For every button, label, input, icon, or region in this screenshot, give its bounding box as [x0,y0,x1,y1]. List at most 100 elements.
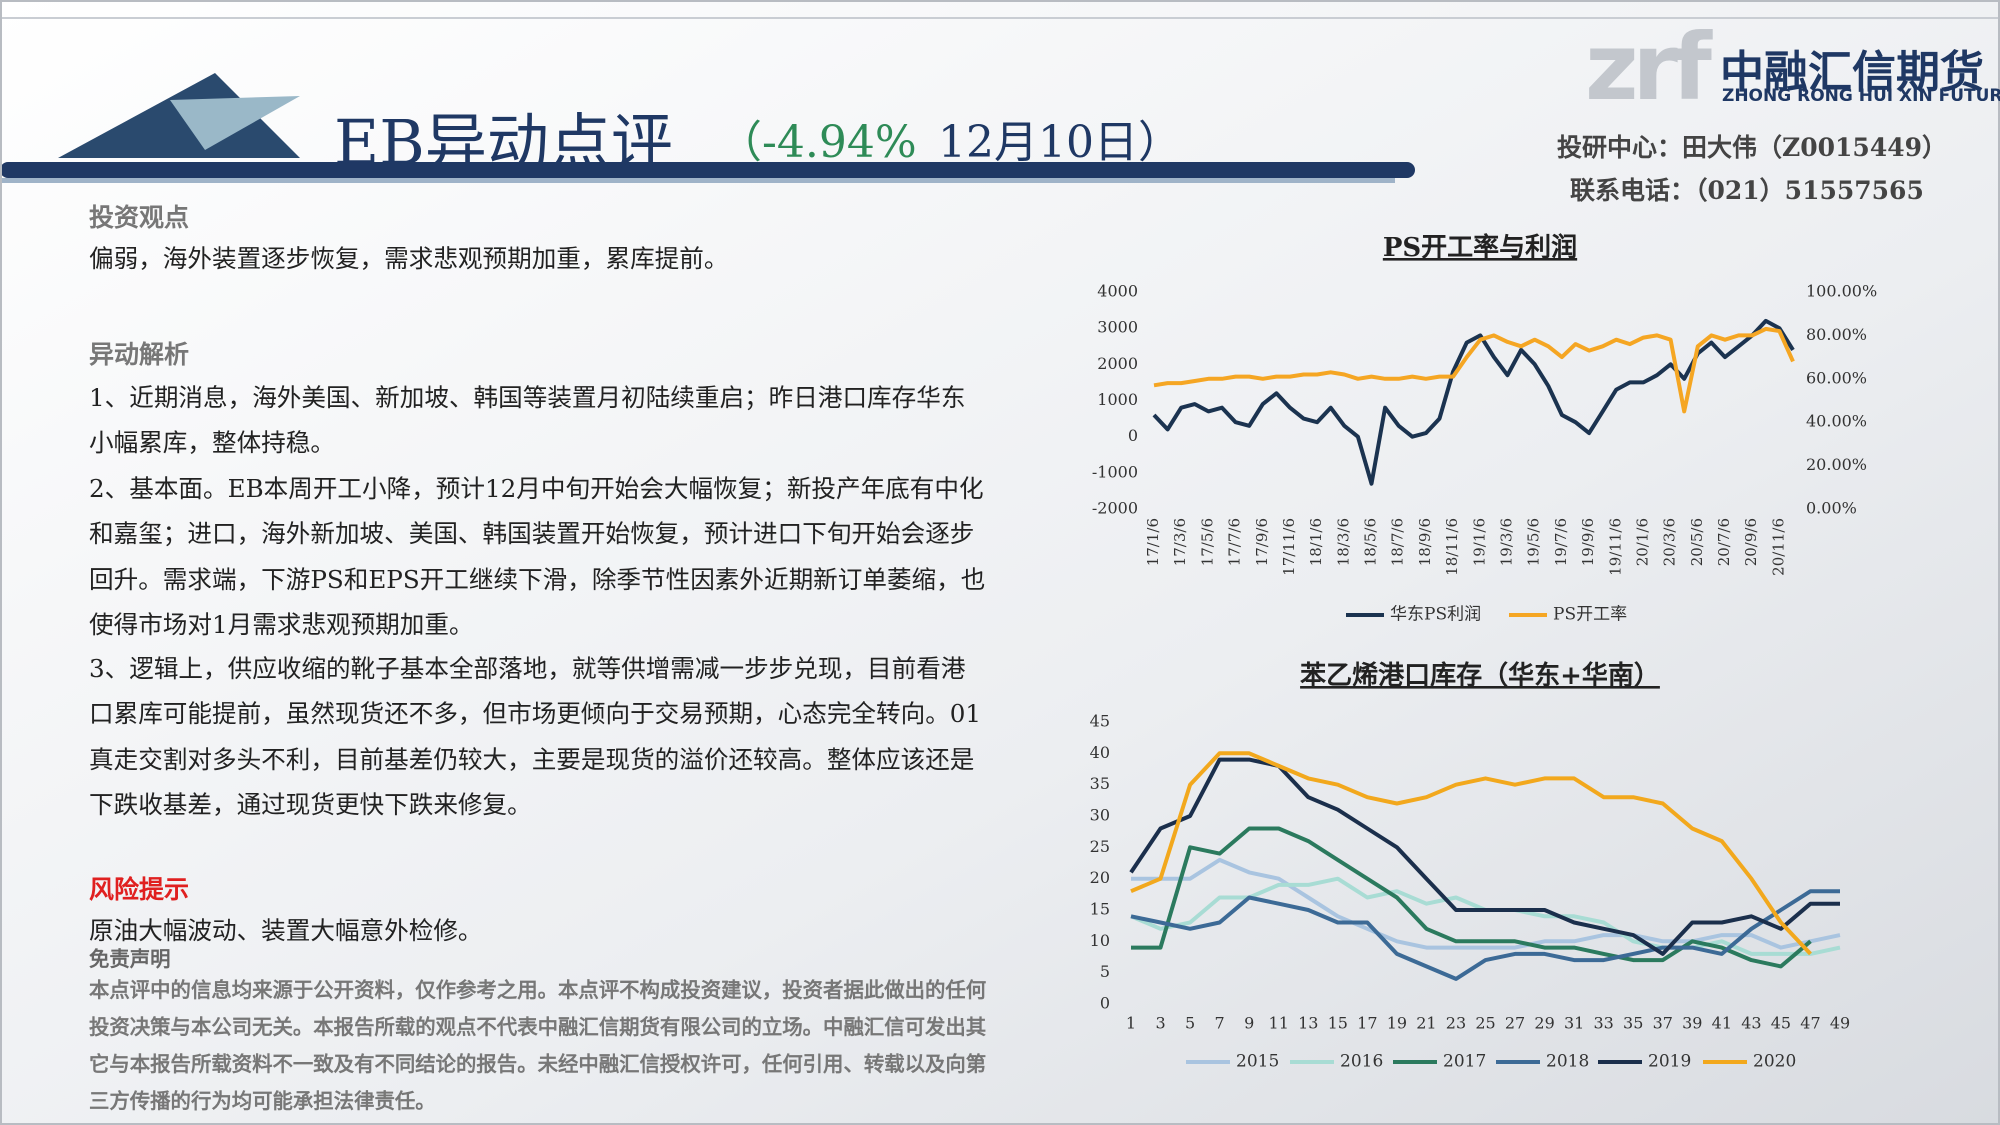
section-heading: 投资观点 [89,203,190,232]
y-tick-label: 0 [1128,426,1138,445]
legend-label: 2020 [1753,1052,1796,1072]
x-tick-label: 17/11/6 [1280,518,1298,576]
x-tick-label: 41 [1712,1014,1732,1033]
x-tick-label: 17 [1357,1014,1377,1033]
company-en: ZHONG RONG HUI XIN FUTURES [1722,86,2000,106]
logo-mark: zrf [1585,14,1712,121]
x-tick-label: 18/11/6 [1443,518,1461,576]
series-line [1131,826,1812,969]
x-tick-label: 17/3/6 [1171,518,1189,566]
paragraph: 1、近期消息，海外美国、新加坡、韩国等装置月初陆续重启；昨日港口库存华东小幅累库… [89,383,966,458]
x-tick-label: 1 [1126,1014,1136,1033]
x-tick-label: 19/11/6 [1606,518,1624,576]
legend-label: 2015 [1236,1052,1279,1072]
disclaimer: 本点评中的信息均来源于公开资料，仅作参考之用。本点评不构成投资建议，投资者据此做… [89,978,987,1113]
x-tick-label: 17/1/6 [1144,518,1162,566]
x-tick-label: 47 [1800,1014,1820,1033]
y-tick-label: 10 [1090,931,1110,950]
paragraph: 3、逻辑上，供应收缩的靴子基本全部落地，就等供增需减一步步兑现，目前看港口累库可… [89,654,982,819]
x-tick-label: 17/9/6 [1253,518,1271,566]
x-tick-label: 49 [1830,1014,1850,1033]
x-tick-label: 25 [1475,1014,1495,1033]
series-line [1153,326,1795,414]
x-tick-label: 15 [1328,1014,1348,1033]
x-tick-label: 33 [1593,1014,1613,1033]
y2-tick-label: 0.00% [1806,499,1857,518]
x-tick-label: 45 [1771,1014,1791,1033]
y-tick-label: 40 [1090,743,1110,762]
x-tick-label: 43 [1741,1014,1761,1033]
chart-title: PS开工率与利润 [1383,232,1577,263]
x-tick-label: 19/9/6 [1579,518,1597,566]
y-tick-label: -2000 [1092,499,1138,518]
date: 12月10日） [938,117,1182,168]
y2-tick-label: 60.00% [1806,368,1867,387]
x-tick-label: 19/1/6 [1470,518,1488,566]
series-line [1131,857,1841,950]
x-tick-label: 9 [1244,1014,1254,1033]
legend-label: PS开工率 [1553,605,1627,625]
y-tick-label: 1000 [1097,390,1138,409]
chart-title: 苯乙烯港口库存（华东+华南） [1299,660,1660,691]
company: 中融汇信期货 [1720,47,1984,98]
y2-tick-label: 20.00% [1806,455,1867,474]
x-tick-label: 17/5/6 [1198,518,1216,566]
y2-tick-label: 100.00% [1806,282,1877,301]
y-tick-label: 25 [1090,837,1110,856]
x-tick-label: 11 [1269,1014,1289,1033]
change: （-4.94% [718,117,917,168]
paragraph: 原油大幅波动、装置大幅意外检修。 [89,916,483,945]
x-tick-label: 7 [1215,1014,1225,1033]
y-tick-label: 5 [1100,962,1110,981]
y-tick-label: 20 [1090,868,1110,887]
x-tick-label: 19/7/6 [1552,518,1570,566]
x-tick-label: 27 [1505,1014,1525,1033]
x-tick-label: 18/1/6 [1307,518,1325,566]
y2-tick-label: 40.00% [1806,412,1867,431]
series-line [1130,889,1840,981]
x-tick-label: 20/7/6 [1715,518,1733,566]
x-tick-label: 18/7/6 [1389,518,1407,566]
x-tick-label: 18/3/6 [1334,518,1352,566]
y-tick-label: 15 [1090,900,1110,919]
legend-label: 2017 [1443,1052,1486,1072]
x-tick-label: 19/3/6 [1497,518,1515,566]
y2-tick-label: 80.00% [1806,325,1867,344]
paragraph: 偏弱，海外装置逐步恢复，需求悲观预期加重，累库提前。 [89,244,729,273]
analyst: 投研中心：田大伟（Z0015449） [1557,133,1948,162]
legend-label: 2018 [1546,1052,1589,1072]
x-tick-label: 3 [1155,1014,1165,1033]
x-tick-label: 20/11/6 [1769,518,1787,576]
logo-triangle [58,73,300,158]
x-tick-label: 20/9/6 [1742,518,1760,566]
y-tick-label: 30 [1090,806,1110,825]
x-tick-label: 20/5/6 [1688,518,1706,566]
y-tick-label: 4000 [1097,282,1138,301]
x-tick-label: 29 [1534,1014,1554,1033]
x-tick-label: 19 [1387,1014,1407,1033]
x-tick-label: 20/3/6 [1661,518,1679,566]
x-tick-label: 37 [1653,1014,1673,1033]
x-tick-label: 18/9/6 [1416,518,1434,566]
section-heading: 异动解析 [89,340,190,369]
series-line [1152,318,1795,486]
phone: 联系电话：（021）51557565 [1570,176,1924,205]
x-tick-label: 19/5/6 [1525,518,1543,566]
series-line [1130,751,1812,956]
logo-triangle-light [170,96,300,150]
x-tick-label: 39 [1682,1014,1702,1033]
legend-label: 2016 [1340,1052,1383,1072]
x-tick-label: 17/7/6 [1226,518,1244,566]
title: EB异动点评 [334,106,673,179]
paragraph: 2、基本面。EB本周开工小降，预计12月中旬开始会大幅恢复；新投产年底有中化和嘉… [89,474,986,639]
x-tick-label: 23 [1446,1014,1466,1033]
x-tick-label: 31 [1564,1014,1584,1033]
x-tick-label: 5 [1185,1014,1195,1033]
x-tick-label: 13 [1298,1014,1318,1033]
section-heading: 免责声明 [89,947,171,971]
legend-label: 华东PS利润 [1390,605,1481,625]
